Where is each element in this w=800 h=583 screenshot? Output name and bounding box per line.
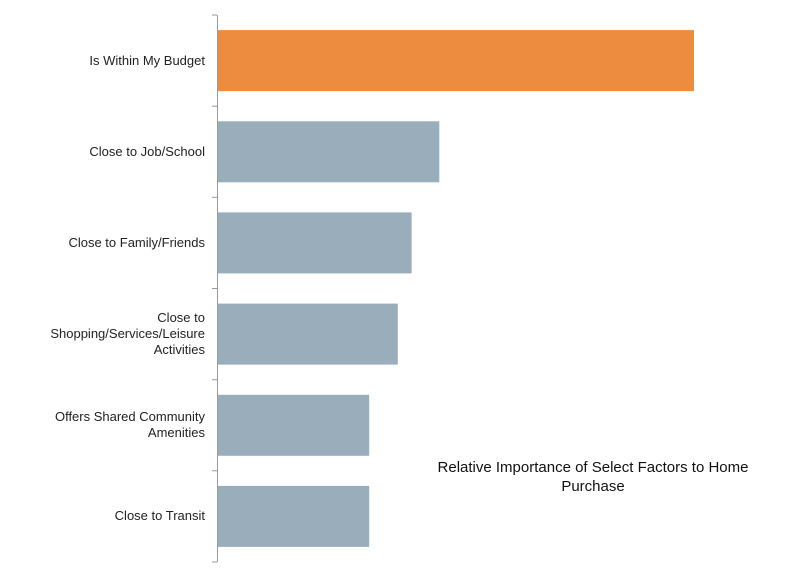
category-label-is-within-my-budget: Is Within My Budget	[89, 52, 205, 68]
category-axis	[212, 14, 218, 563]
bar-group	[217, 30, 694, 547]
category-label-close-to-family-friends: Close to Family/Friends	[68, 234, 205, 250]
bar-is-within-my-budget	[217, 30, 694, 92]
bar-close-to-shopping-services-leisure-activities	[217, 303, 398, 365]
bar-close-to-family-friends	[217, 212, 412, 274]
category-label-close-to-shopping-services-leisure-activities: Close to Shopping/Services/Leisure Activ…	[50, 310, 205, 358]
chart-title: Relative Importance of Select Factors to…	[437, 459, 749, 495]
category-label-offers-shared-community-amenities: Offers Shared Community Amenities	[54, 409, 205, 441]
bar-close-to-transit	[217, 485, 370, 547]
category-label-close-to-job-school: Close to Job/School	[89, 143, 205, 159]
bar-offers-shared-community-amenities	[217, 394, 370, 456]
bar-close-to-job-school	[217, 121, 440, 183]
category-label-close-to-transit: Close to Transit	[114, 508, 205, 524]
